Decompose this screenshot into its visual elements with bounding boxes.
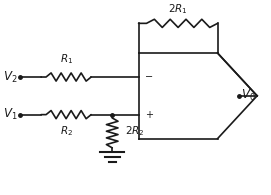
Text: $2R_1$: $2R_1$	[168, 2, 188, 16]
Text: $V_0$: $V_0$	[241, 88, 256, 103]
Text: −: −	[145, 72, 153, 82]
Text: $V_1$: $V_1$	[3, 107, 17, 122]
Text: $V_2$: $V_2$	[3, 69, 17, 85]
Text: $R_2$: $R_2$	[60, 124, 73, 138]
Text: $2R_2$: $2R_2$	[125, 124, 145, 138]
Text: +: +	[145, 110, 153, 120]
Text: $R_1$: $R_1$	[60, 52, 73, 66]
